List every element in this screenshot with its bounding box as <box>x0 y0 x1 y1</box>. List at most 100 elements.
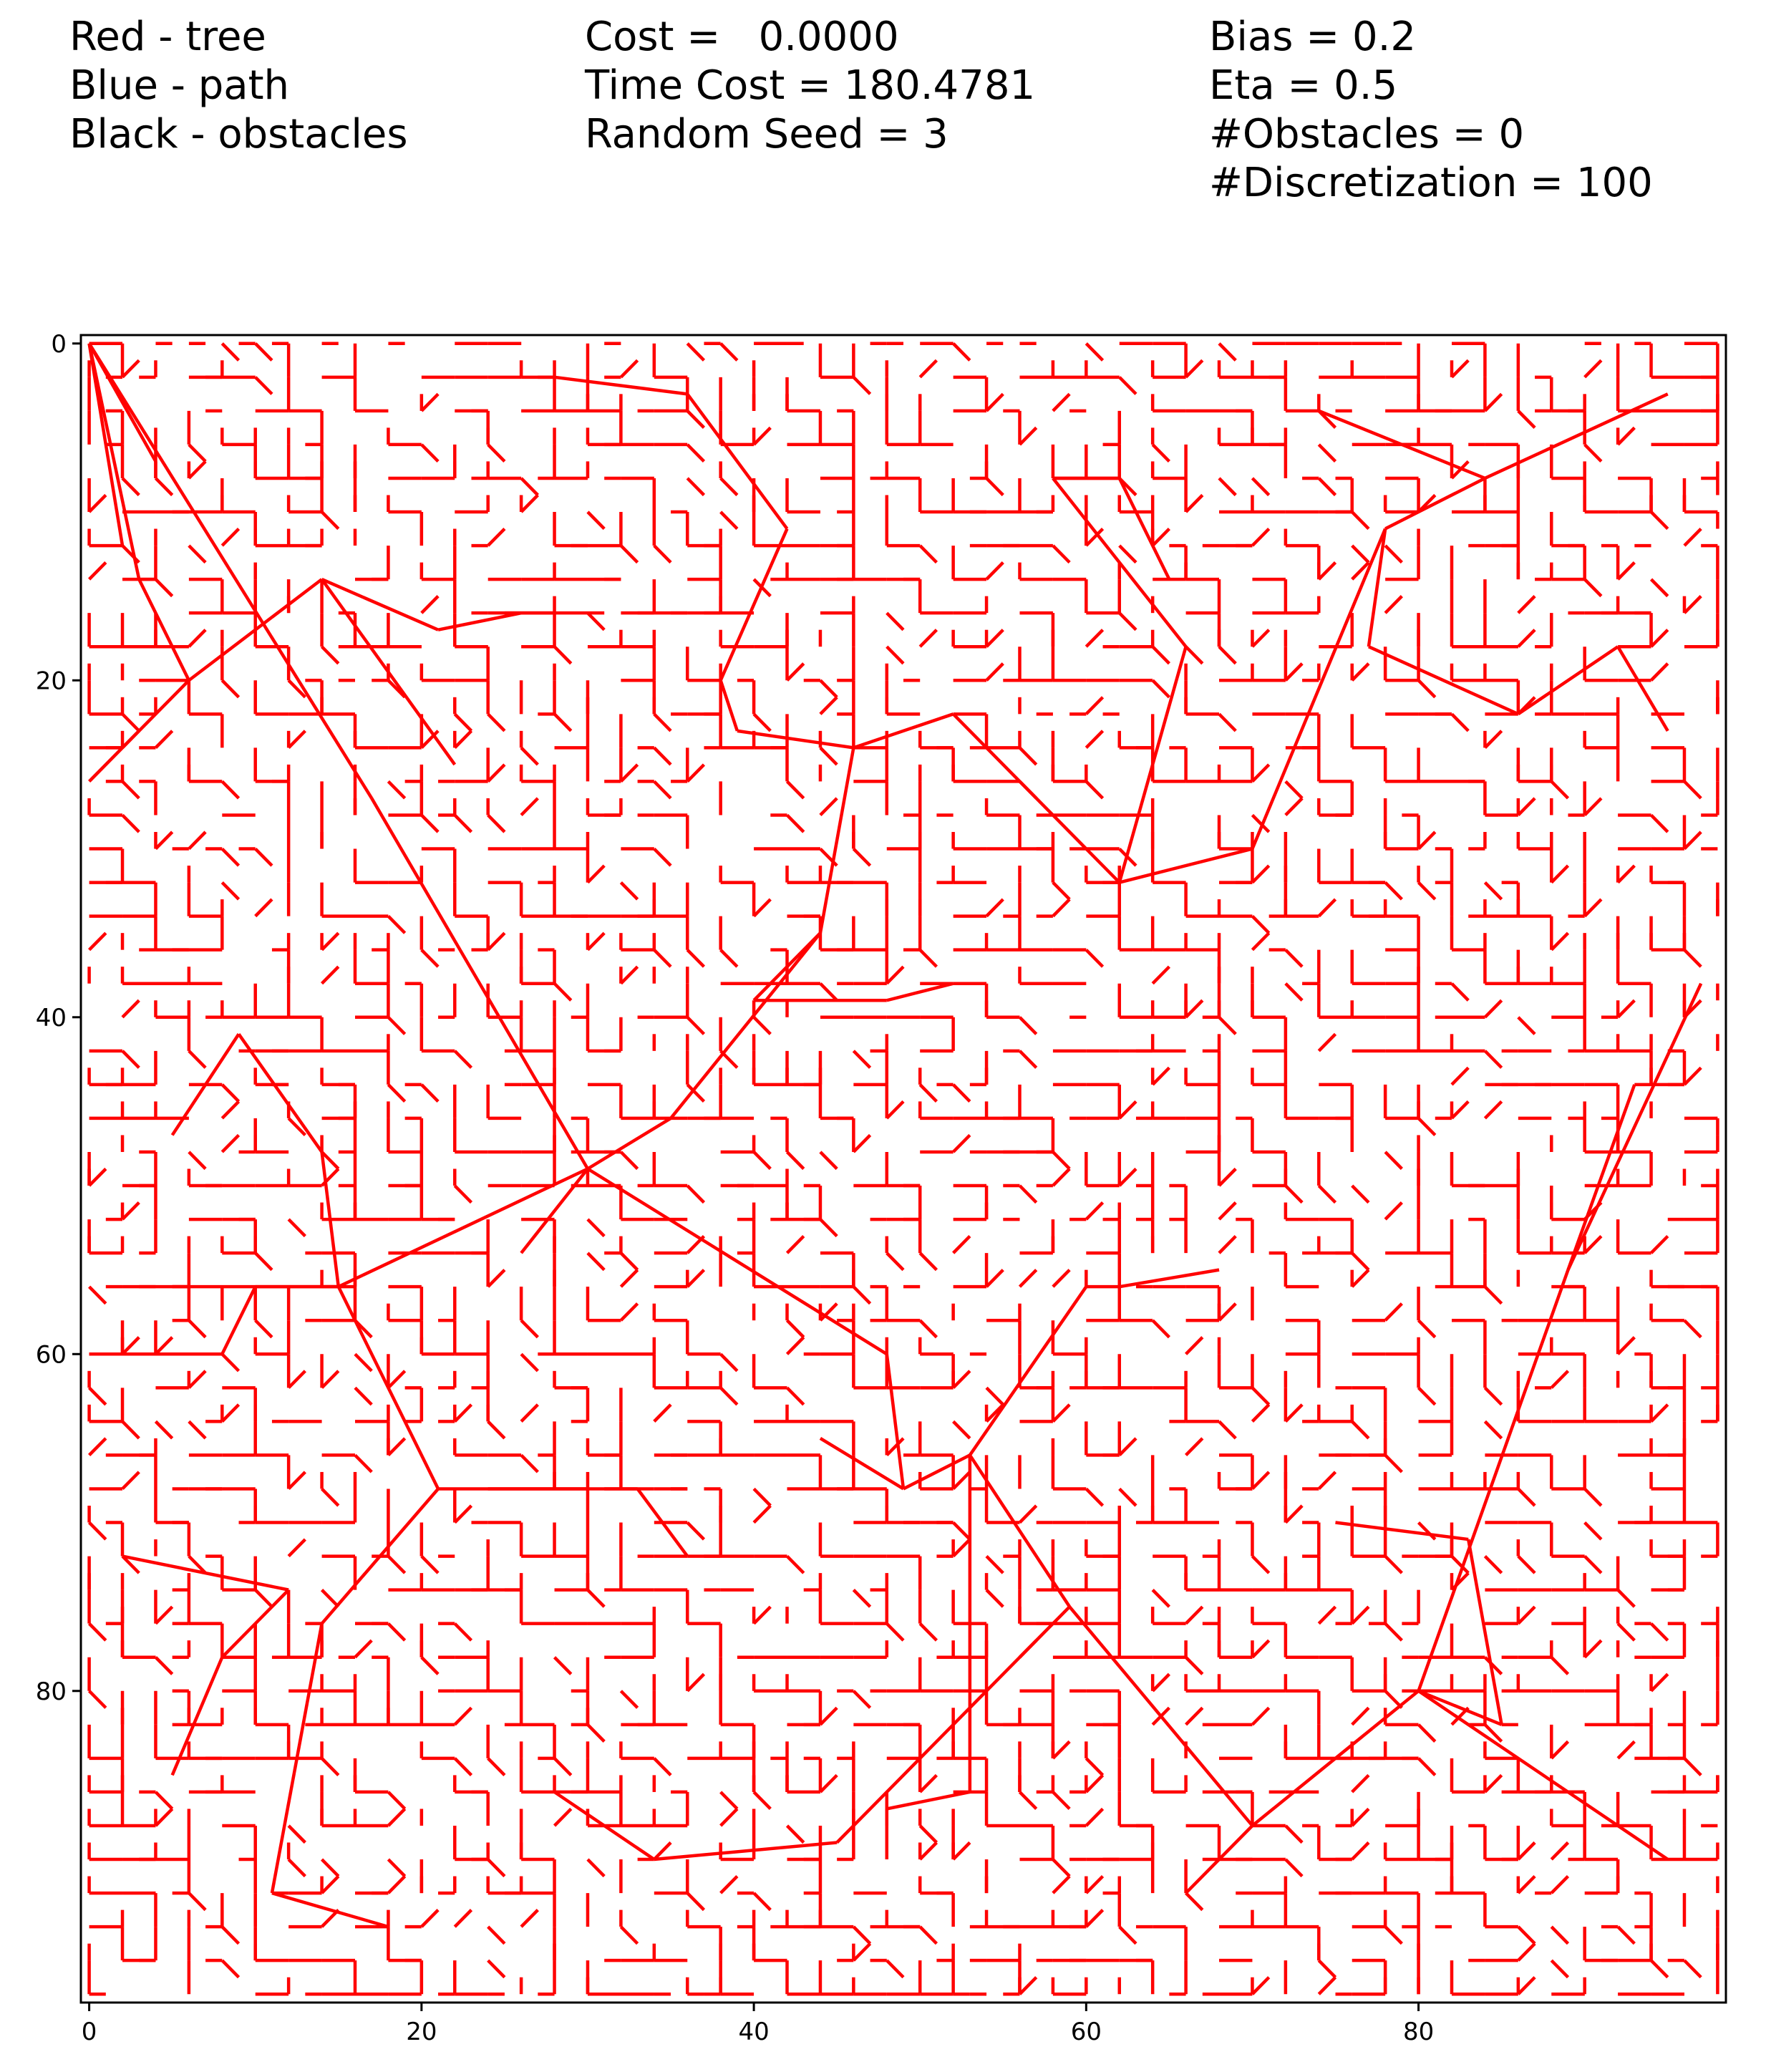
tree-edge <box>220 1286 257 1355</box>
cost-text: Cost = 0.0000 <box>585 14 899 60</box>
tree-edge <box>1550 864 1570 884</box>
bias-text: Bias = 0.2 <box>1209 14 1417 60</box>
tree-edge <box>686 1016 706 1035</box>
tree-edge <box>1284 1824 1304 1844</box>
tree-edge <box>752 1504 772 1524</box>
tree-edge <box>619 965 639 985</box>
tree-edge <box>1317 1032 1337 1052</box>
tree-edge <box>1683 831 1702 851</box>
tree-edge <box>1118 611 1137 631</box>
tree-edge <box>154 578 174 598</box>
tree-edge <box>785 1386 805 1406</box>
tree-edge <box>1151 679 1170 699</box>
tree-edge <box>121 477 140 497</box>
tree-edge <box>686 443 706 463</box>
tree-edge <box>1185 645 1204 665</box>
tree-edge <box>619 1925 639 1945</box>
tree-edge <box>1550 780 1570 800</box>
tree-edge <box>952 1370 971 1389</box>
tree-edge <box>1052 1874 1071 1894</box>
tree-edge <box>121 1336 140 1355</box>
tree-edge <box>1185 1824 1254 1894</box>
tree-edge <box>1218 1167 1237 1187</box>
tree-edge <box>487 813 506 833</box>
tree-edge <box>737 729 854 750</box>
tree-edge <box>1185 1656 1204 1675</box>
tree-edge <box>154 1791 174 1811</box>
tree-edge <box>1284 780 1304 800</box>
tree-edge <box>220 847 241 867</box>
tree-edge <box>88 1521 107 1541</box>
tree-edge <box>137 578 190 682</box>
tree-edge <box>188 443 207 463</box>
tree-edge <box>1018 1269 1038 1288</box>
tree-edge <box>287 1538 306 1558</box>
tree-edge <box>1384 1201 1403 1221</box>
tree-edge <box>719 528 789 682</box>
tree-edge <box>387 679 407 699</box>
tree-edge <box>287 730 306 749</box>
tree-edge <box>1417 1521 1437 1541</box>
tree-edge <box>1085 527 1105 547</box>
tree-edge <box>1251 1690 1420 1827</box>
tree-edge <box>1550 1959 1570 1979</box>
tree-edge <box>819 1706 838 1726</box>
tree-edge <box>220 1083 241 1103</box>
tree-edge <box>220 1133 241 1153</box>
tree-edge <box>852 1050 872 1069</box>
tree-edge <box>1317 1976 1337 1995</box>
tree-edge <box>1118 1437 1137 1457</box>
tree-edge <box>1683 527 1702 547</box>
tree-edge <box>1550 1874 1570 1894</box>
tree-edge <box>121 1471 140 1491</box>
tree-edge <box>1052 392 1071 412</box>
tree-edge <box>1583 898 1603 918</box>
tree-edge <box>1317 1959 1337 1979</box>
tree-edge <box>886 645 905 665</box>
tree-edge <box>1583 1555 1603 1574</box>
tree-edge <box>287 679 306 699</box>
tree-edge <box>354 1453 373 1473</box>
tree-edge <box>719 1352 739 1373</box>
tree-edge <box>686 1892 706 1912</box>
tree-edge <box>1335 1521 1469 1541</box>
tree-edge <box>819 679 838 699</box>
tree-edge <box>254 1319 273 1339</box>
tree-edge <box>1583 1521 1603 1541</box>
tree-edge <box>1384 544 1403 564</box>
tree-edge <box>918 359 938 379</box>
tree-edge <box>785 1824 805 1844</box>
tree-edge <box>653 780 672 800</box>
tree-edge <box>220 1959 241 1979</box>
tree-edge <box>1450 359 1470 379</box>
tree-edge <box>237 1033 324 1153</box>
tree-edge <box>1218 1201 1237 1221</box>
tree-edge <box>1417 1689 1669 1861</box>
tree-edge <box>1583 797 1603 817</box>
tree-edge <box>752 931 822 1002</box>
tree-edge <box>819 696 838 715</box>
tree-edge <box>1417 881 1437 901</box>
tree-edge <box>785 1336 805 1355</box>
tree-edge <box>320 1757 340 1776</box>
tree-edge <box>1517 797 1536 817</box>
tree-edge <box>1351 1252 1370 1272</box>
tree-edge <box>1284 1858 1304 1878</box>
tree-edge <box>752 1605 772 1625</box>
tree-edge <box>1284 1403 1304 1423</box>
tree-edge <box>453 1706 473 1726</box>
tree-edge <box>387 915 407 934</box>
tree-edge <box>188 578 323 682</box>
tree-edge <box>121 1555 140 1574</box>
tree-edge <box>653 746 672 766</box>
tree-edge <box>819 746 838 766</box>
tree-edge <box>121 1201 140 1221</box>
tree-edge <box>686 1269 706 1288</box>
tree-edge <box>985 1555 1004 1574</box>
tree-edge <box>819 1436 905 1491</box>
tree-edge <box>1085 629 1105 648</box>
tree-edge <box>619 359 639 379</box>
tree-edge <box>220 780 241 800</box>
tree-edge <box>1085 1773 1105 1793</box>
tree-edge <box>420 392 440 412</box>
